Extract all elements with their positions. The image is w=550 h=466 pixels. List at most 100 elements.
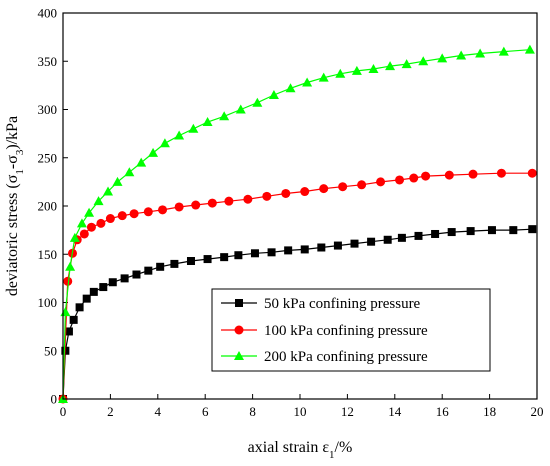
data-point-square [333, 241, 342, 250]
data-point-triangle [60, 307, 71, 317]
data-point-circle [357, 180, 367, 190]
data-point-square [203, 255, 212, 264]
data-point-square [509, 226, 518, 235]
data-point-square [367, 237, 376, 246]
x-tick-label: 6 [202, 404, 209, 419]
data-point-circle [174, 202, 184, 212]
series-2 [58, 44, 535, 403]
data-point-square [89, 287, 98, 296]
data-point-triangle [418, 56, 429, 66]
data-point-triangle [335, 68, 346, 78]
data-point-circle [319, 184, 329, 194]
data-point-circle [224, 196, 234, 206]
legend-entry-100kpa: 100 kPa confining pressure [221, 323, 428, 339]
data-point-triangle [524, 44, 535, 54]
x-tick-label: 14 [388, 404, 402, 419]
x-axis-title-main: axial strain ε [248, 439, 330, 456]
data-point-square [397, 233, 406, 242]
data-point-triangle [302, 77, 313, 87]
legend-entry-200kpa: 200 kPa confining pressure [221, 349, 428, 365]
data-point-triangle [285, 83, 296, 93]
data-point-square [64, 327, 73, 336]
x-tick-label: 10 [294, 404, 307, 419]
data-point-square [82, 294, 91, 303]
legend-box [211, 288, 491, 372]
data-point-triangle [268, 90, 279, 100]
y-tick-label: 350 [38, 54, 58, 69]
data-point-triangle [69, 232, 80, 242]
data-point-square [431, 229, 440, 238]
data-point-circle [527, 168, 537, 178]
y-tick-label: 250 [38, 150, 58, 165]
data-point-square [120, 274, 129, 283]
data-point-circle [376, 177, 386, 187]
legend: 50 kPa confining pressure 100 kPa confin… [211, 288, 491, 372]
data-point-circle [300, 187, 310, 197]
data-point-triangle [174, 130, 185, 140]
data-point-square [186, 257, 195, 266]
data-point-triangle [498, 46, 509, 56]
data-point-square [414, 231, 423, 240]
data-point-circle [129, 209, 139, 219]
data-point-square [75, 303, 84, 312]
data-point-square [170, 259, 179, 268]
data-point-circle [409, 173, 419, 183]
data-point-square [487, 226, 496, 235]
data-point-triangle [219, 111, 230, 121]
legend-circle-marker [234, 325, 244, 335]
data-point-square [317, 243, 326, 252]
y-axis-title-part1: deviatoric stress (σ [4, 174, 21, 296]
data-point-triangle [76, 218, 87, 228]
x-tick-label: 20 [531, 404, 544, 419]
data-point-triangle [112, 176, 123, 186]
data-point-circle [63, 276, 73, 286]
y-axis-title-part2: -σ [4, 155, 21, 169]
data-point-triangle [252, 97, 263, 107]
data-point-circle [496, 168, 506, 178]
data-point-triangle [318, 72, 329, 82]
legend-square-marker [235, 299, 243, 307]
data-point-square [132, 270, 141, 279]
y-tick-label: 100 [38, 295, 58, 310]
y-axis-title-sub2: 3 [14, 149, 26, 155]
data-point-circle [395, 175, 405, 185]
legend-label-200kpa: 200 kPa confining pressure [264, 349, 428, 365]
legend-label-100kpa: 100 kPa confining pressure [264, 323, 428, 339]
data-point-circle [158, 205, 168, 215]
plot-frame [62, 12, 538, 400]
data-point-circle [243, 194, 253, 204]
data-point-square [250, 249, 259, 258]
series-line-2 [62, 49, 530, 400]
x-tick-label: 16 [436, 404, 450, 419]
data-point-triangle [136, 157, 147, 167]
data-point-triangle [368, 63, 379, 73]
data-point-circle [143, 207, 153, 217]
data-point-square [383, 235, 392, 244]
data-point-square [234, 251, 243, 260]
y-tick-label: 200 [38, 199, 58, 214]
x-axis-title-unit: /% [335, 439, 353, 456]
data-point-triangle [456, 50, 467, 60]
data-point-circle [191, 200, 201, 210]
x-tick-label: 4 [155, 404, 162, 419]
data-point-triangle [475, 48, 486, 58]
data-point-square [69, 315, 78, 324]
data-point-square [267, 248, 276, 257]
data-point-circle [79, 229, 89, 239]
y-tick-label: 0 [51, 392, 58, 407]
x-axis-title: axial strain ε1/% [248, 439, 353, 461]
series-layer [58, 44, 537, 404]
x-tick-label: 2 [107, 404, 114, 419]
data-point-circle [207, 198, 217, 208]
y-axis-title: deviatoric stress (σ1-σ3)/kPa [4, 116, 26, 296]
data-point-circle [338, 182, 348, 192]
x-tick-label: 12 [341, 404, 354, 419]
data-point-circle [444, 170, 454, 180]
data-point-triangle [188, 123, 199, 133]
x-axis-title-subscript: 1 [329, 449, 335, 461]
x-tick-label: 8 [249, 404, 256, 419]
legend-entry-50kpa: 50 kPa confining pressure [221, 296, 421, 312]
y-axis-title-part3: )/kPa [4, 116, 21, 150]
data-point-triangle [401, 59, 412, 69]
